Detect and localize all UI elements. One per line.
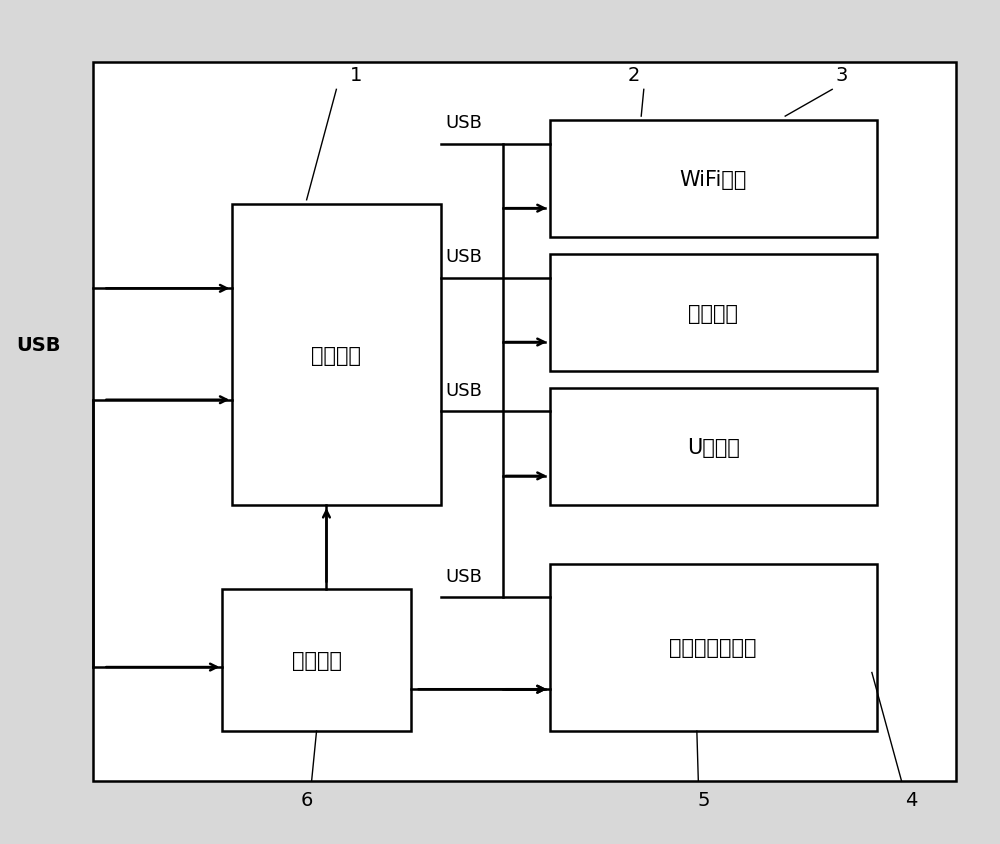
Text: 移动多媒体模块: 移动多媒体模块	[669, 638, 757, 657]
Text: USB: USB	[445, 381, 482, 399]
Text: U盘模块: U盘模块	[687, 437, 740, 457]
Bar	[550, 564, 877, 731]
Text: USB: USB	[445, 567, 482, 585]
Text: 3: 3	[836, 66, 848, 84]
Text: 电源模块: 电源模块	[292, 650, 342, 670]
Bar	[222, 589, 411, 731]
Text: 5: 5	[697, 790, 710, 809]
Text: USB: USB	[445, 114, 482, 132]
Bar	[550, 255, 877, 372]
Bar	[550, 388, 877, 506]
Text: 蓝牙模块: 蓝牙模块	[688, 303, 738, 323]
Bar	[550, 122, 877, 238]
Text: USB: USB	[445, 248, 482, 266]
Text: 6: 6	[300, 790, 313, 809]
Text: WiFi模块: WiFi模块	[680, 170, 747, 190]
Bar	[232, 205, 440, 506]
Text: 1: 1	[350, 66, 362, 84]
Text: USB: USB	[17, 335, 61, 354]
Text: 4: 4	[905, 790, 918, 809]
Text: 2: 2	[628, 66, 640, 84]
Text: 接口模块: 接口模块	[311, 345, 361, 365]
Bar	[93, 62, 956, 782]
